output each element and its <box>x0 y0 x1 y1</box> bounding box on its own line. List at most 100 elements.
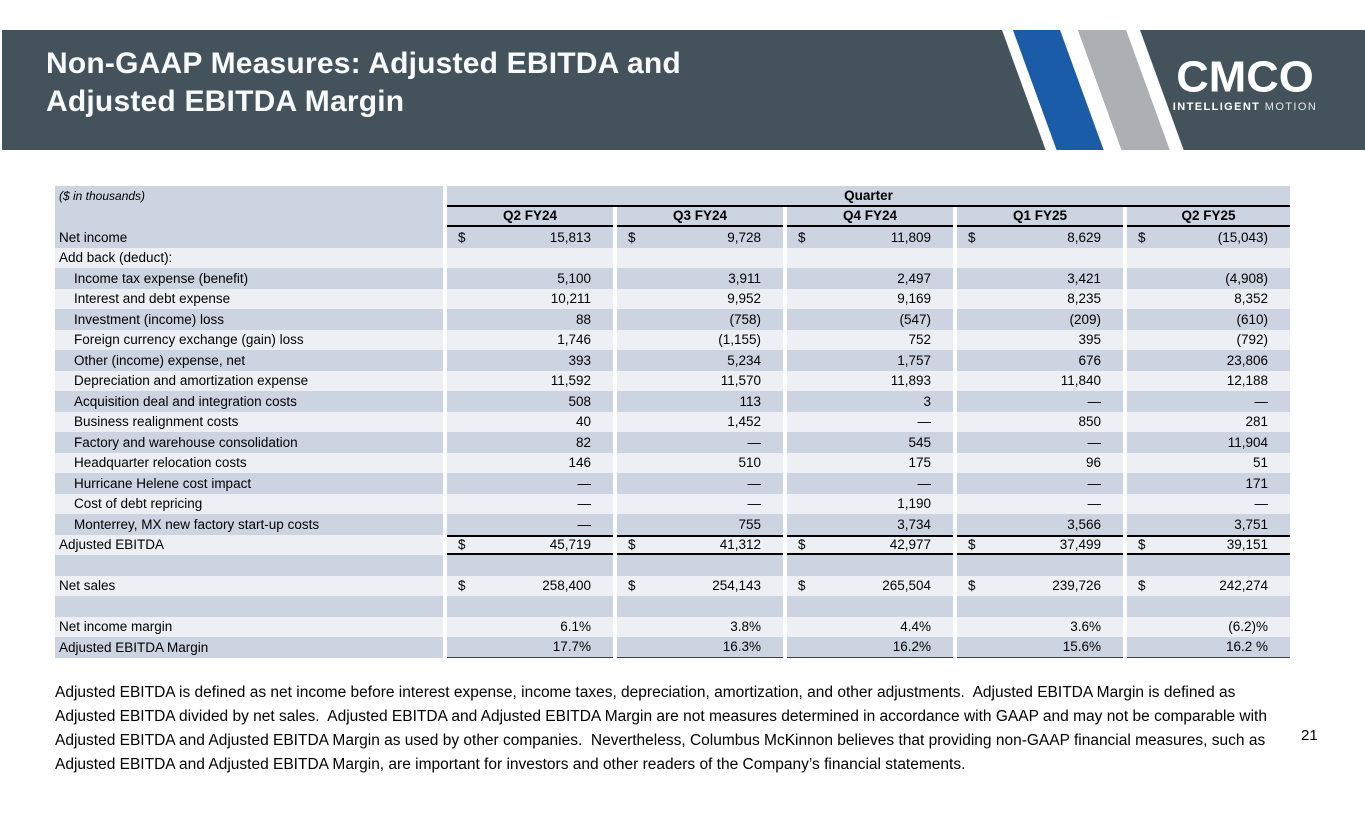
value-cell-adjusted-ebitda-q3-fy24: $41,312 <box>617 534 783 555</box>
cell-value: 8,235 <box>1067 291 1101 306</box>
cell-value: 3,911 <box>728 270 761 286</box>
cell-value: 3,566 <box>1067 516 1101 532</box>
dollar-sign: $ <box>798 578 806 593</box>
value-cell-net-income-margin-q3-fy24: 3.8% <box>617 616 783 637</box>
cell-value: (758) <box>729 311 761 327</box>
cell-value: 82 <box>575 434 591 450</box>
cell-value: 1,452 <box>727 414 761 429</box>
logo-tagline-intelligent: INTELLIGENT <box>1172 101 1261 113</box>
value-cell-net-sales-q3-fy24: $254,143 <box>617 575 783 596</box>
value-cell-depreciation-and-amortization-expense-q2-fy25: 12,188 <box>1127 370 1290 391</box>
cell-value: 393 <box>568 352 591 368</box>
row-label-adjusted-ebitda: Adjusted EBITDA <box>55 534 443 555</box>
value-cell-adjusted-ebitda-margin-q3-fy24: 16.3% <box>617 637 783 658</box>
cell-value: 37,499 <box>1059 537 1101 552</box>
slide-title-line2: Adjusted EBITDA Margin <box>46 85 405 118</box>
column-header-q3-fy24: Q3 FY24 <box>617 206 783 227</box>
value-cell-acquisition-deal-and-integration-costs-q4-fy24: 3 <box>787 391 953 412</box>
value-cell-adjusted-ebitda-q4-fy24: $42,977 <box>787 534 953 555</box>
value-cell-foreign-currency-exchange-gain-loss-q3-fy24: (1,155) <box>617 329 783 350</box>
cell-value: — <box>917 475 932 491</box>
value-cell-spacer-q3-fy24 <box>617 555 783 576</box>
cell-value: 2,497 <box>897 270 931 286</box>
value-cell-acquisition-deal-and-integration-costs-q3-fy24: 113 <box>617 391 783 412</box>
value-cell-adjusted-ebitda-margin-q4-fy24: 16.2% <box>787 637 953 658</box>
cell-value: 11,904 <box>1227 434 1268 450</box>
value-cell-interest-and-debt-expense-q1-fy25: 8,235 <box>957 288 1123 309</box>
row-label-net-income: Net income <box>55 227 443 248</box>
row-label-interest-and-debt-expense: Interest and debt expense <box>55 288 443 309</box>
row-label-adjusted-ebitda-margin: Adjusted EBITDA Margin <box>55 637 443 658</box>
cell-value: 175 <box>908 455 931 470</box>
cell-value: 1,746 <box>557 332 591 347</box>
cell-value: 15,813 <box>549 229 591 245</box>
cell-value: 239,726 <box>1052 578 1101 593</box>
column-header-q2-fy25: Q2 FY25 <box>1127 206 1290 227</box>
row-label-depreciation-and-amortization-expense: Depreciation and amortization expense <box>55 370 443 391</box>
value-cell-cost-of-debt-repricing-q2-fy25: — <box>1127 493 1290 514</box>
cell-value: 3.8% <box>730 619 761 634</box>
header-spacer-cell <box>55 206 443 227</box>
value-cell-investment-income-loss-q1-fy25: (209) <box>957 309 1123 330</box>
value-cell-factory-and-warehouse-consolidation-q2-fy24: 82 <box>447 432 613 453</box>
cell-value: 752 <box>908 332 931 347</box>
cell-value: 3 <box>923 393 931 409</box>
value-cell-add-back-deduct-q4-fy24 <box>787 247 953 268</box>
column-header-q1-fy25: Q1 FY25 <box>957 206 1123 227</box>
cell-value: — <box>1087 434 1102 450</box>
cell-value: 755 <box>738 516 761 532</box>
value-cell-acquisition-deal-and-integration-costs-q2-fy24: 508 <box>447 391 613 412</box>
dollar-sign: $ <box>1138 229 1146 245</box>
page-number: 21 <box>1301 727 1318 744</box>
value-cell-adjusted-ebitda-q2-fy25: $39,151 <box>1127 534 1290 555</box>
cell-value: 16.3% <box>722 639 761 654</box>
cell-value: 3.6% <box>1070 619 1101 634</box>
cell-value: 11,840 <box>1060 373 1101 388</box>
cell-value: — <box>1087 393 1102 409</box>
cell-value: 113 <box>739 393 761 409</box>
cell-value: (610) <box>1236 311 1268 327</box>
cell-value: 9,169 <box>897 291 931 306</box>
row-label-add-back-deduct: Add back (deduct): <box>55 247 443 268</box>
cell-value: 23,806 <box>1226 352 1268 368</box>
value-cell-foreign-currency-exchange-gain-loss-q2-fy24: 1,746 <box>447 329 613 350</box>
title-banner: Non-GAAP Measures: Adjusted EBITDA and A… <box>2 30 1365 150</box>
value-cell-headquarter-relocation-costs-q4-fy24: 175 <box>787 452 953 473</box>
cell-value: — <box>747 475 762 491</box>
dollar-sign: $ <box>798 229 806 245</box>
row-label-foreign-currency-exchange-gain-loss: Foreign currency exchange (gain) loss <box>55 329 443 350</box>
value-cell-business-realignment-costs-q2-fy24: 40 <box>447 411 613 432</box>
value-cell-depreciation-and-amortization-expense-q2-fy24: 11,592 <box>447 370 613 391</box>
value-cell-net-income-q4-fy24: $11,809 <box>787 227 953 248</box>
slide-title: Non-GAAP Measures: Adjusted EBITDA and A… <box>46 45 681 121</box>
cell-value: 40 <box>575 414 591 429</box>
value-cell-depreciation-and-amortization-expense-q3-fy24: 11,570 <box>617 370 783 391</box>
row-label-hurricane-helene-cost-impact: Hurricane Helene cost impact <box>55 473 443 494</box>
value-cell-foreign-currency-exchange-gain-loss-q2-fy25: (792) <box>1127 329 1290 350</box>
value-cell-cost-of-debt-repricing-q2-fy24: — <box>447 493 613 514</box>
cell-value: — <box>1087 475 1102 491</box>
cell-value: 3,421 <box>1067 270 1101 286</box>
value-cell-net-sales-q2-fy25: $242,274 <box>1127 575 1290 596</box>
value-cell-business-realignment-costs-q1-fy25: 850 <box>957 411 1123 432</box>
cmco-wordmark: CMCO <box>1176 52 1314 101</box>
value-cell-spacer-q2-fy25 <box>1127 555 1290 576</box>
value-cell-business-realignment-costs-q3-fy24: 1,452 <box>617 411 783 432</box>
value-cell-adjusted-ebitda-q1-fy25: $37,499 <box>957 534 1123 555</box>
cell-value: 96 <box>1085 455 1101 470</box>
cell-value: 4.4% <box>900 619 931 634</box>
value-cell-adjusted-ebitda-margin-q2-fy24: 17.7% <box>447 637 613 658</box>
dollar-sign: $ <box>628 229 636 245</box>
row-label-factory-and-warehouse-consolidation: Factory and warehouse consolidation <box>55 432 443 453</box>
value-cell-net-income-margin-q4-fy24: 4.4% <box>787 616 953 637</box>
value-cell-other-income-expense-net-q2-fy24: 393 <box>447 350 613 371</box>
value-cell-net-sales-q1-fy25: $239,726 <box>957 575 1123 596</box>
value-cell-factory-and-warehouse-consolidation-q4-fy24: 545 <box>787 432 953 453</box>
cell-value: 17.7% <box>552 639 591 654</box>
units-label: ($ in thousands) <box>55 186 443 207</box>
cell-value: (1,155) <box>718 332 761 347</box>
value-cell-interest-and-debt-expense-q3-fy24: 9,952 <box>617 288 783 309</box>
value-cell-other-income-expense-net-q1-fy25: 676 <box>957 350 1123 371</box>
cell-value: 12,188 <box>1226 373 1268 388</box>
value-cell-net-income-q2-fy25: $ (15,043) <box>1127 227 1290 248</box>
